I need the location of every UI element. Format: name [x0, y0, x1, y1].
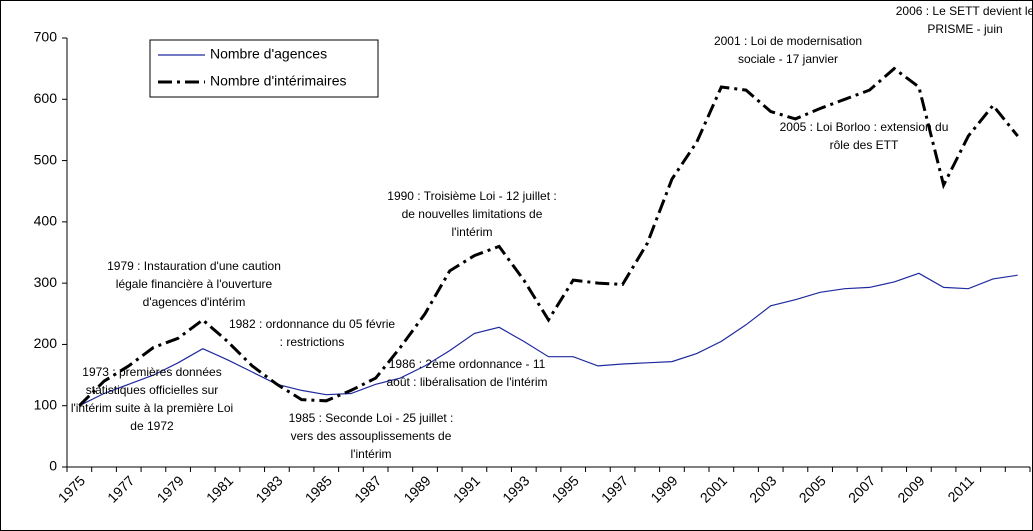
annotation: d'agences d'intérim	[143, 295, 246, 309]
annotation: l'intérim	[351, 447, 392, 461]
annotation: 1985 : Seconde Loi - 25 juillet :	[289, 411, 454, 425]
y-tick-label: 300	[34, 274, 58, 290]
annotation: août : libéralisation de l'intérim	[386, 375, 547, 389]
annotation: statistiques officielles sur	[86, 383, 219, 397]
annotation: l'intérim	[452, 225, 493, 239]
annotation: 1990 : Troisième Loi - 12 juillet :	[387, 189, 556, 203]
annotation: 1979 : Instauration d'une caution	[107, 259, 281, 273]
annotation: rôle des ETT	[830, 138, 899, 152]
annotation: PRISME - juin	[927, 22, 1002, 36]
annotation: sociale - 17 janvier	[738, 52, 838, 66]
legend-label: Nombre d'agences	[210, 46, 327, 62]
annotation: 2001 : Loi de modernisation	[714, 34, 862, 48]
y-tick-label: 200	[34, 335, 58, 351]
annotation: 2005 : Loi Borloo : extension du	[780, 120, 949, 134]
annotation: : restrictions	[280, 335, 345, 349]
y-tick-label: 600	[34, 90, 58, 106]
y-tick-label: 500	[34, 151, 58, 167]
annotation: de 1972	[130, 419, 174, 433]
annotation: l'intérim suite à la première Loi	[71, 401, 233, 415]
legend-label: Nombre d'intérimaires	[210, 73, 347, 89]
y-tick-label: 400	[34, 213, 58, 229]
annotation: 1986 : 2ème ordonnance - 11	[389, 357, 546, 371]
annotation: de nouvelles limitations de	[402, 207, 543, 221]
annotation: vers des assouplissements de	[291, 429, 452, 443]
line-series	[79, 272, 1018, 407]
annotation: 1973 : premières données	[82, 365, 221, 379]
annotation: 1982 : ordonnance du 05 févrie	[229, 317, 395, 331]
legend	[149, 39, 379, 98]
annotation: 2006 : Le SETT devient le	[896, 4, 1033, 18]
y-tick-label: 0	[49, 458, 57, 474]
annotation: légale financière à l'ouverture	[116, 277, 273, 291]
line-series	[78, 66, 1019, 407]
y-tick-label: 700	[34, 29, 58, 45]
y-tick-label: 100	[34, 396, 58, 412]
